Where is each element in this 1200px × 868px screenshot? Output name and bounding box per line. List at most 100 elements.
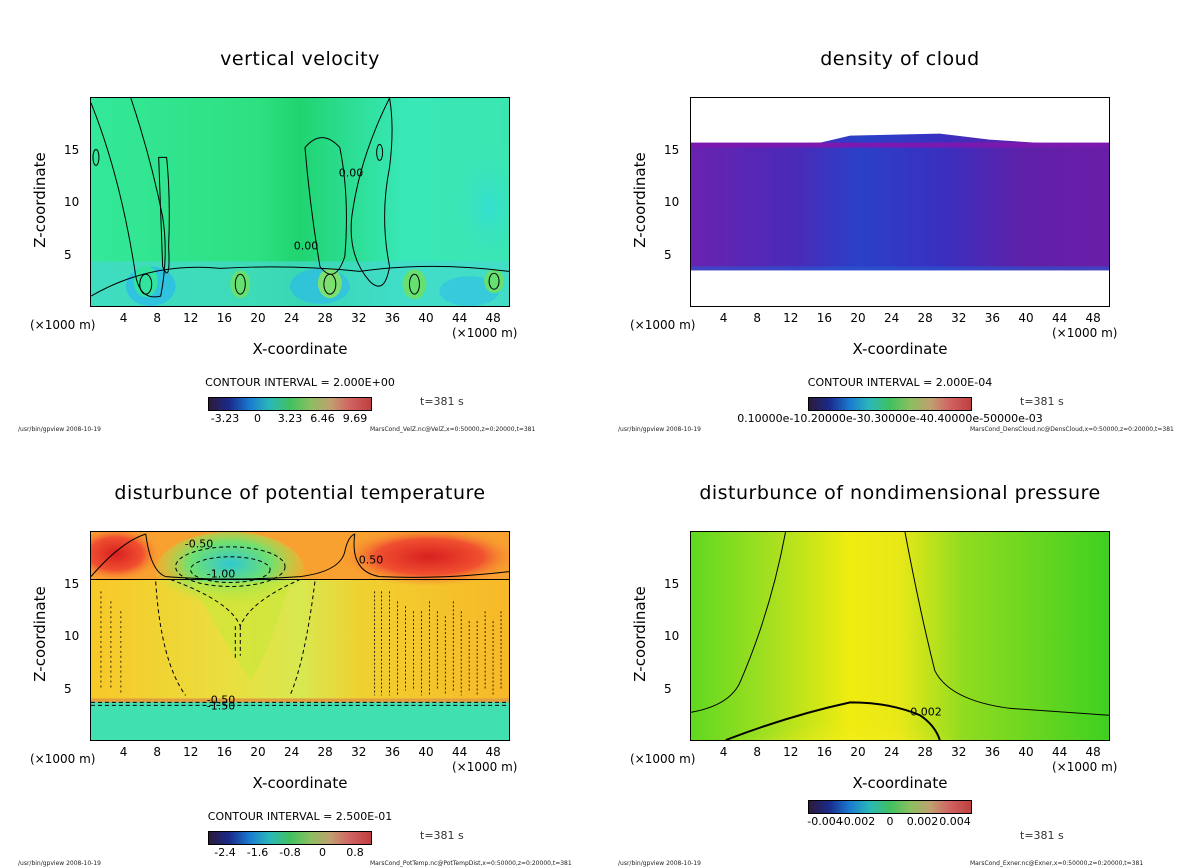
contour-interval: CONTOUR INTERVAL = 2.000E-04 [807,376,993,389]
y-axis-label: Z-coordinate [31,152,49,248]
contour-label: 0.00 [293,239,319,253]
x-axis-label: X-coordinate [252,774,348,792]
x-tick-label: 40 [418,745,434,759]
chart-title: disturbunce of potential temperature [114,482,486,504]
x-tick-label: 28 [917,745,933,759]
colorbar-tick-label: 6.46 [310,412,335,425]
chart-panel-potential-temperature: disturbunce of potential temperature [0,434,600,868]
colorbar-tick-label: 0.10000e-10.20000e-30.30000e-40.40000e-5… [737,412,1043,425]
x-tick-label: 4 [119,745,128,759]
x-tick-label: 28 [317,745,333,759]
contour-label: -0.50 [184,537,214,551]
colorbar-tick-label: 0 [886,815,894,828]
footer-right: MarsCond_Exner.nc@Exner,x=0:50000,z=0:20… [970,860,1144,867]
x-tick-label: 12 [783,745,799,759]
x-tick-label: 36 [384,311,401,325]
colorbar-tick-label: -0.8 [279,846,301,859]
chart-panel-vertical-velocity: vertical velocity [0,0,600,434]
x-tick-label: 40 [418,311,434,325]
x-tick-label: 36 [984,311,1001,325]
x-tick-label: 36 [984,745,1001,759]
footer-left: /usr/bin/gpview 2008-10-19 [618,426,701,433]
colorbar-tick-label: 0.8 [346,846,364,859]
colorbar-tick-label: 0 [254,412,261,425]
heatmap-field [91,98,509,306]
x-tick-label: 44 [451,311,468,325]
footer-left: /usr/bin/gpview 2008-10-19 [618,860,701,867]
x-tick-label: 44 [451,745,468,759]
y-tick-label: 5 [664,247,672,262]
x-tick-label: 28 [317,311,333,325]
x-tick-label: 16 [216,311,233,325]
footer-right: MarsCond_VelZ.nc@VelZ,x=0:50000,z=0:2000… [370,426,536,433]
x-unit-left: (×1000 m) [630,752,696,766]
colorbar [808,800,972,814]
x-tick-label: 20 [850,745,866,759]
colorbar-tick-label: -1.6 [246,846,269,859]
x-unit-right: (×1000 m) [1052,760,1118,774]
x-tick-label: 16 [216,745,233,759]
x-tick-label: 16 [816,745,833,759]
heatmap-field [691,532,1109,740]
y-tick-label: 15 [64,576,80,591]
plot-area: 0.002 [690,531,1110,741]
contour-label: -1.50 [206,699,236,713]
contour-label: -0.50 [206,693,236,707]
y-axis-label: Z-coordinate [631,152,649,248]
footer-left: /usr/bin/gpview 2008-10-19 [18,426,101,433]
x-tick-label: 12 [183,311,199,325]
colorbar-tick-label: 0 [319,846,326,859]
colorbar-tick-label: -0.004 [807,815,843,828]
y-axis-label: Z-coordinate [31,586,49,682]
plot-area: 0.00 0.00 [90,97,510,307]
time-label: t=381 s [420,395,464,408]
contour-label: 0.50 [358,553,384,567]
y-tick-label: 15 [64,142,80,157]
y-tick-label: 15 [664,142,680,157]
time-label: t=381 s [1020,829,1064,842]
time-label: t=381 s [1020,395,1064,408]
x-tick-label: 48 [485,745,501,759]
x-tick-label: 4 [119,311,128,325]
x-tick-label: 48 [485,311,501,325]
x-tick-label: 44 [1051,745,1068,759]
colorbar-tick-label: -3.23 [210,412,240,425]
footer-right: MarsCond_PotTemp.nc@PotTempDist,x=0:5000… [370,860,572,867]
y-tick-label: 5 [64,247,72,262]
x-tick-label: 32 [951,745,967,759]
x-tick-label: 12 [183,745,199,759]
y-tick-label: 5 [64,681,72,696]
x-unit-left: (×1000 m) [30,318,96,332]
x-tick-label: 20 [250,311,266,325]
chart-title: disturbunce of nondimensional pressure [699,482,1101,504]
contour-label: -1.00 [206,567,236,581]
y-tick-label: 10 [64,629,80,643]
x-tick-label: 4 [719,745,728,759]
y-tick-label: 10 [64,195,80,209]
colorbar [208,831,372,845]
contour-label: 0.00 [338,166,364,180]
colorbar-tick-label: -0.002 [839,815,876,828]
x-tick-label: 4 [719,311,728,325]
plot-area [690,97,1110,307]
x-tick-label: 20 [250,745,266,759]
x-tick-label: 8 [753,311,762,325]
x-tick-label: 48 [1085,311,1101,325]
colorbar-tick-label: 3.23 [277,412,303,425]
x-tick-label: 40 [1018,745,1034,759]
x-tick-label: 32 [351,745,367,759]
x-tick-label: 24 [283,745,300,759]
colorbar-tick-label: 0.002 [906,815,939,828]
x-tick-label: 8 [153,745,162,759]
x-tick-label: 8 [153,311,162,325]
x-tick-label: 16 [816,311,833,325]
footer-left: /usr/bin/gpview 2008-10-19 [18,860,101,867]
x-tick-label: 36 [384,745,401,759]
x-axis-label: X-coordinate [852,340,948,358]
x-tick-label: 24 [883,311,900,325]
chart-panel-density-of-cloud: density of cloud (×1000 m) (×1000 m) X-c… [600,0,1200,434]
y-tick-label: 10 [664,195,680,209]
footer-right: MarsCond_DensCloud.nc@DensCloud,x=0:5000… [970,426,1174,433]
heatmap-field [91,532,509,740]
contour-interval: CONTOUR INTERVAL = 2.500E-01 [207,810,393,823]
